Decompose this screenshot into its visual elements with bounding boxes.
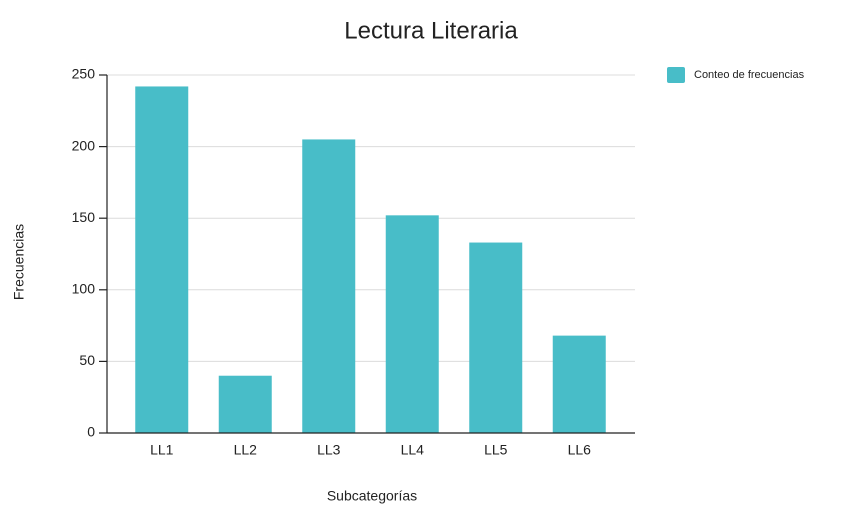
bar	[302, 139, 356, 433]
bar	[218, 375, 272, 433]
x-tick-label: LL3	[317, 442, 341, 458]
y-tick-label: 50	[79, 352, 95, 368]
legend-swatch	[667, 67, 685, 83]
y-tick-label: 200	[72, 137, 96, 153]
x-tick-label: LL6	[568, 442, 592, 458]
bar	[385, 215, 439, 433]
y-axis-label: Frecuencias	[11, 224, 27, 300]
x-tick-label: LL1	[150, 442, 174, 458]
legend-label: Conteo de frecuencias	[694, 69, 805, 81]
y-tick-label: 150	[72, 209, 96, 225]
chart-title: Lectura Literaria	[344, 17, 518, 44]
x-tick-label: LL2	[234, 442, 258, 458]
y-tick-label: 0	[87, 424, 95, 440]
y-tick-label: 250	[72, 66, 96, 82]
bar	[552, 335, 606, 433]
x-tick-label: LL4	[401, 442, 425, 458]
bar	[469, 242, 523, 433]
x-axis-label: Subcategorías	[327, 488, 417, 504]
x-tick-label: LL5	[484, 442, 508, 458]
y-tick-label: 100	[72, 281, 96, 297]
bar	[135, 86, 189, 434]
